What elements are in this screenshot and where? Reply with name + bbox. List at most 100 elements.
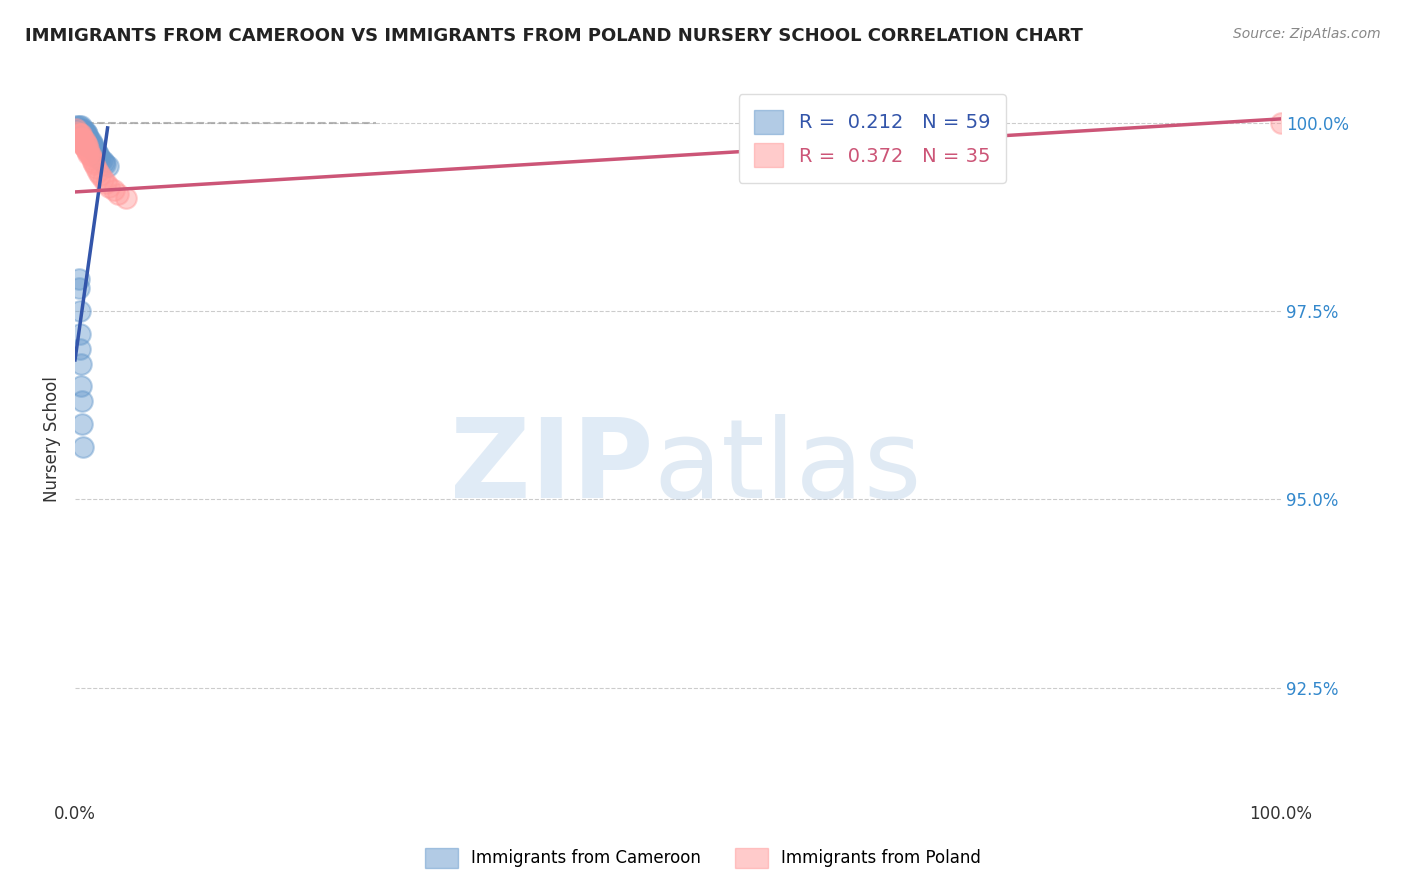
Point — [80, 152, 103, 166]
Point — [72, 440, 94, 454]
Point — [70, 127, 93, 141]
Point — [75, 142, 97, 156]
Point — [75, 136, 97, 151]
Point — [77, 135, 100, 149]
Text: IMMIGRANTS FROM CAMEROON VS IMMIGRANTS FROM POLAND NURSERY SCHOOL CORRELATION CH: IMMIGRANTS FROM CAMEROON VS IMMIGRANTS F… — [25, 27, 1083, 45]
Point — [72, 129, 94, 144]
Point — [76, 145, 98, 159]
Point — [97, 159, 120, 173]
Point — [93, 154, 115, 169]
Point — [79, 145, 101, 160]
Point — [67, 132, 90, 146]
Point — [67, 272, 90, 286]
Point — [87, 164, 110, 178]
Point — [70, 357, 93, 371]
Point — [77, 130, 100, 145]
Point — [75, 128, 97, 142]
Point — [82, 154, 104, 169]
Point — [89, 169, 111, 183]
Point — [73, 125, 96, 139]
Point — [107, 187, 129, 202]
Point — [94, 157, 117, 171]
Point — [76, 135, 98, 149]
Point — [82, 138, 104, 153]
Point — [76, 127, 98, 141]
Point — [69, 121, 91, 136]
Point — [70, 394, 93, 409]
Point — [77, 147, 100, 161]
Y-axis label: Nursery School: Nursery School — [44, 376, 60, 502]
Point — [96, 176, 118, 190]
Point — [69, 342, 91, 356]
Point — [89, 152, 111, 166]
Point — [79, 132, 101, 146]
Point — [70, 123, 93, 137]
Point — [79, 149, 101, 163]
Point — [69, 304, 91, 318]
Point — [65, 121, 87, 136]
Point — [69, 127, 91, 141]
Point — [75, 134, 97, 148]
Point — [70, 130, 93, 145]
Point — [69, 129, 91, 144]
Point — [89, 149, 111, 163]
Point — [70, 127, 93, 141]
Point — [80, 136, 103, 151]
Point — [75, 125, 97, 139]
Point — [103, 183, 125, 197]
Point — [83, 157, 105, 171]
Text: ZIP: ZIP — [450, 415, 654, 522]
Point — [70, 135, 93, 149]
Point — [86, 145, 108, 160]
Point — [76, 138, 98, 153]
Point — [73, 129, 96, 144]
Point — [91, 172, 114, 186]
Point — [114, 191, 136, 205]
Point — [1270, 115, 1292, 129]
Point — [67, 120, 90, 134]
Point — [66, 125, 89, 139]
Point — [67, 127, 90, 141]
Point — [70, 120, 93, 134]
Point — [75, 130, 97, 145]
Point — [66, 129, 89, 144]
Point — [87, 147, 110, 161]
Point — [72, 125, 94, 139]
Point — [73, 135, 96, 149]
Point — [65, 127, 87, 141]
Legend: R =  0.212   N = 59, R =  0.372   N = 35: R = 0.212 N = 59, R = 0.372 N = 35 — [738, 95, 1005, 183]
Text: atlas: atlas — [654, 415, 922, 522]
Point — [70, 379, 93, 393]
Point — [73, 132, 96, 146]
Legend: Immigrants from Cameroon, Immigrants from Poland: Immigrants from Cameroon, Immigrants fro… — [418, 841, 988, 875]
Point — [70, 127, 93, 141]
Point — [77, 142, 100, 156]
Point — [82, 142, 104, 156]
Text: Source: ZipAtlas.com: Source: ZipAtlas.com — [1233, 27, 1381, 41]
Point — [84, 145, 107, 159]
Point — [65, 120, 87, 134]
Point — [84, 161, 107, 175]
Point — [67, 123, 90, 137]
Point — [73, 140, 96, 154]
Point — [79, 136, 101, 151]
Point — [72, 132, 94, 146]
Point — [70, 136, 93, 151]
Point — [90, 153, 112, 168]
Point — [97, 179, 120, 194]
Point — [70, 417, 93, 431]
Point — [79, 138, 101, 153]
Point — [83, 142, 105, 156]
Point — [79, 135, 101, 149]
Point — [70, 123, 93, 137]
Point — [70, 130, 93, 145]
Point — [72, 132, 94, 146]
Point — [67, 281, 90, 295]
Point — [72, 121, 94, 136]
Point — [76, 138, 98, 153]
Point — [69, 132, 91, 146]
Point — [66, 121, 89, 136]
Point — [69, 326, 91, 341]
Point — [72, 138, 94, 153]
Point — [76, 130, 98, 145]
